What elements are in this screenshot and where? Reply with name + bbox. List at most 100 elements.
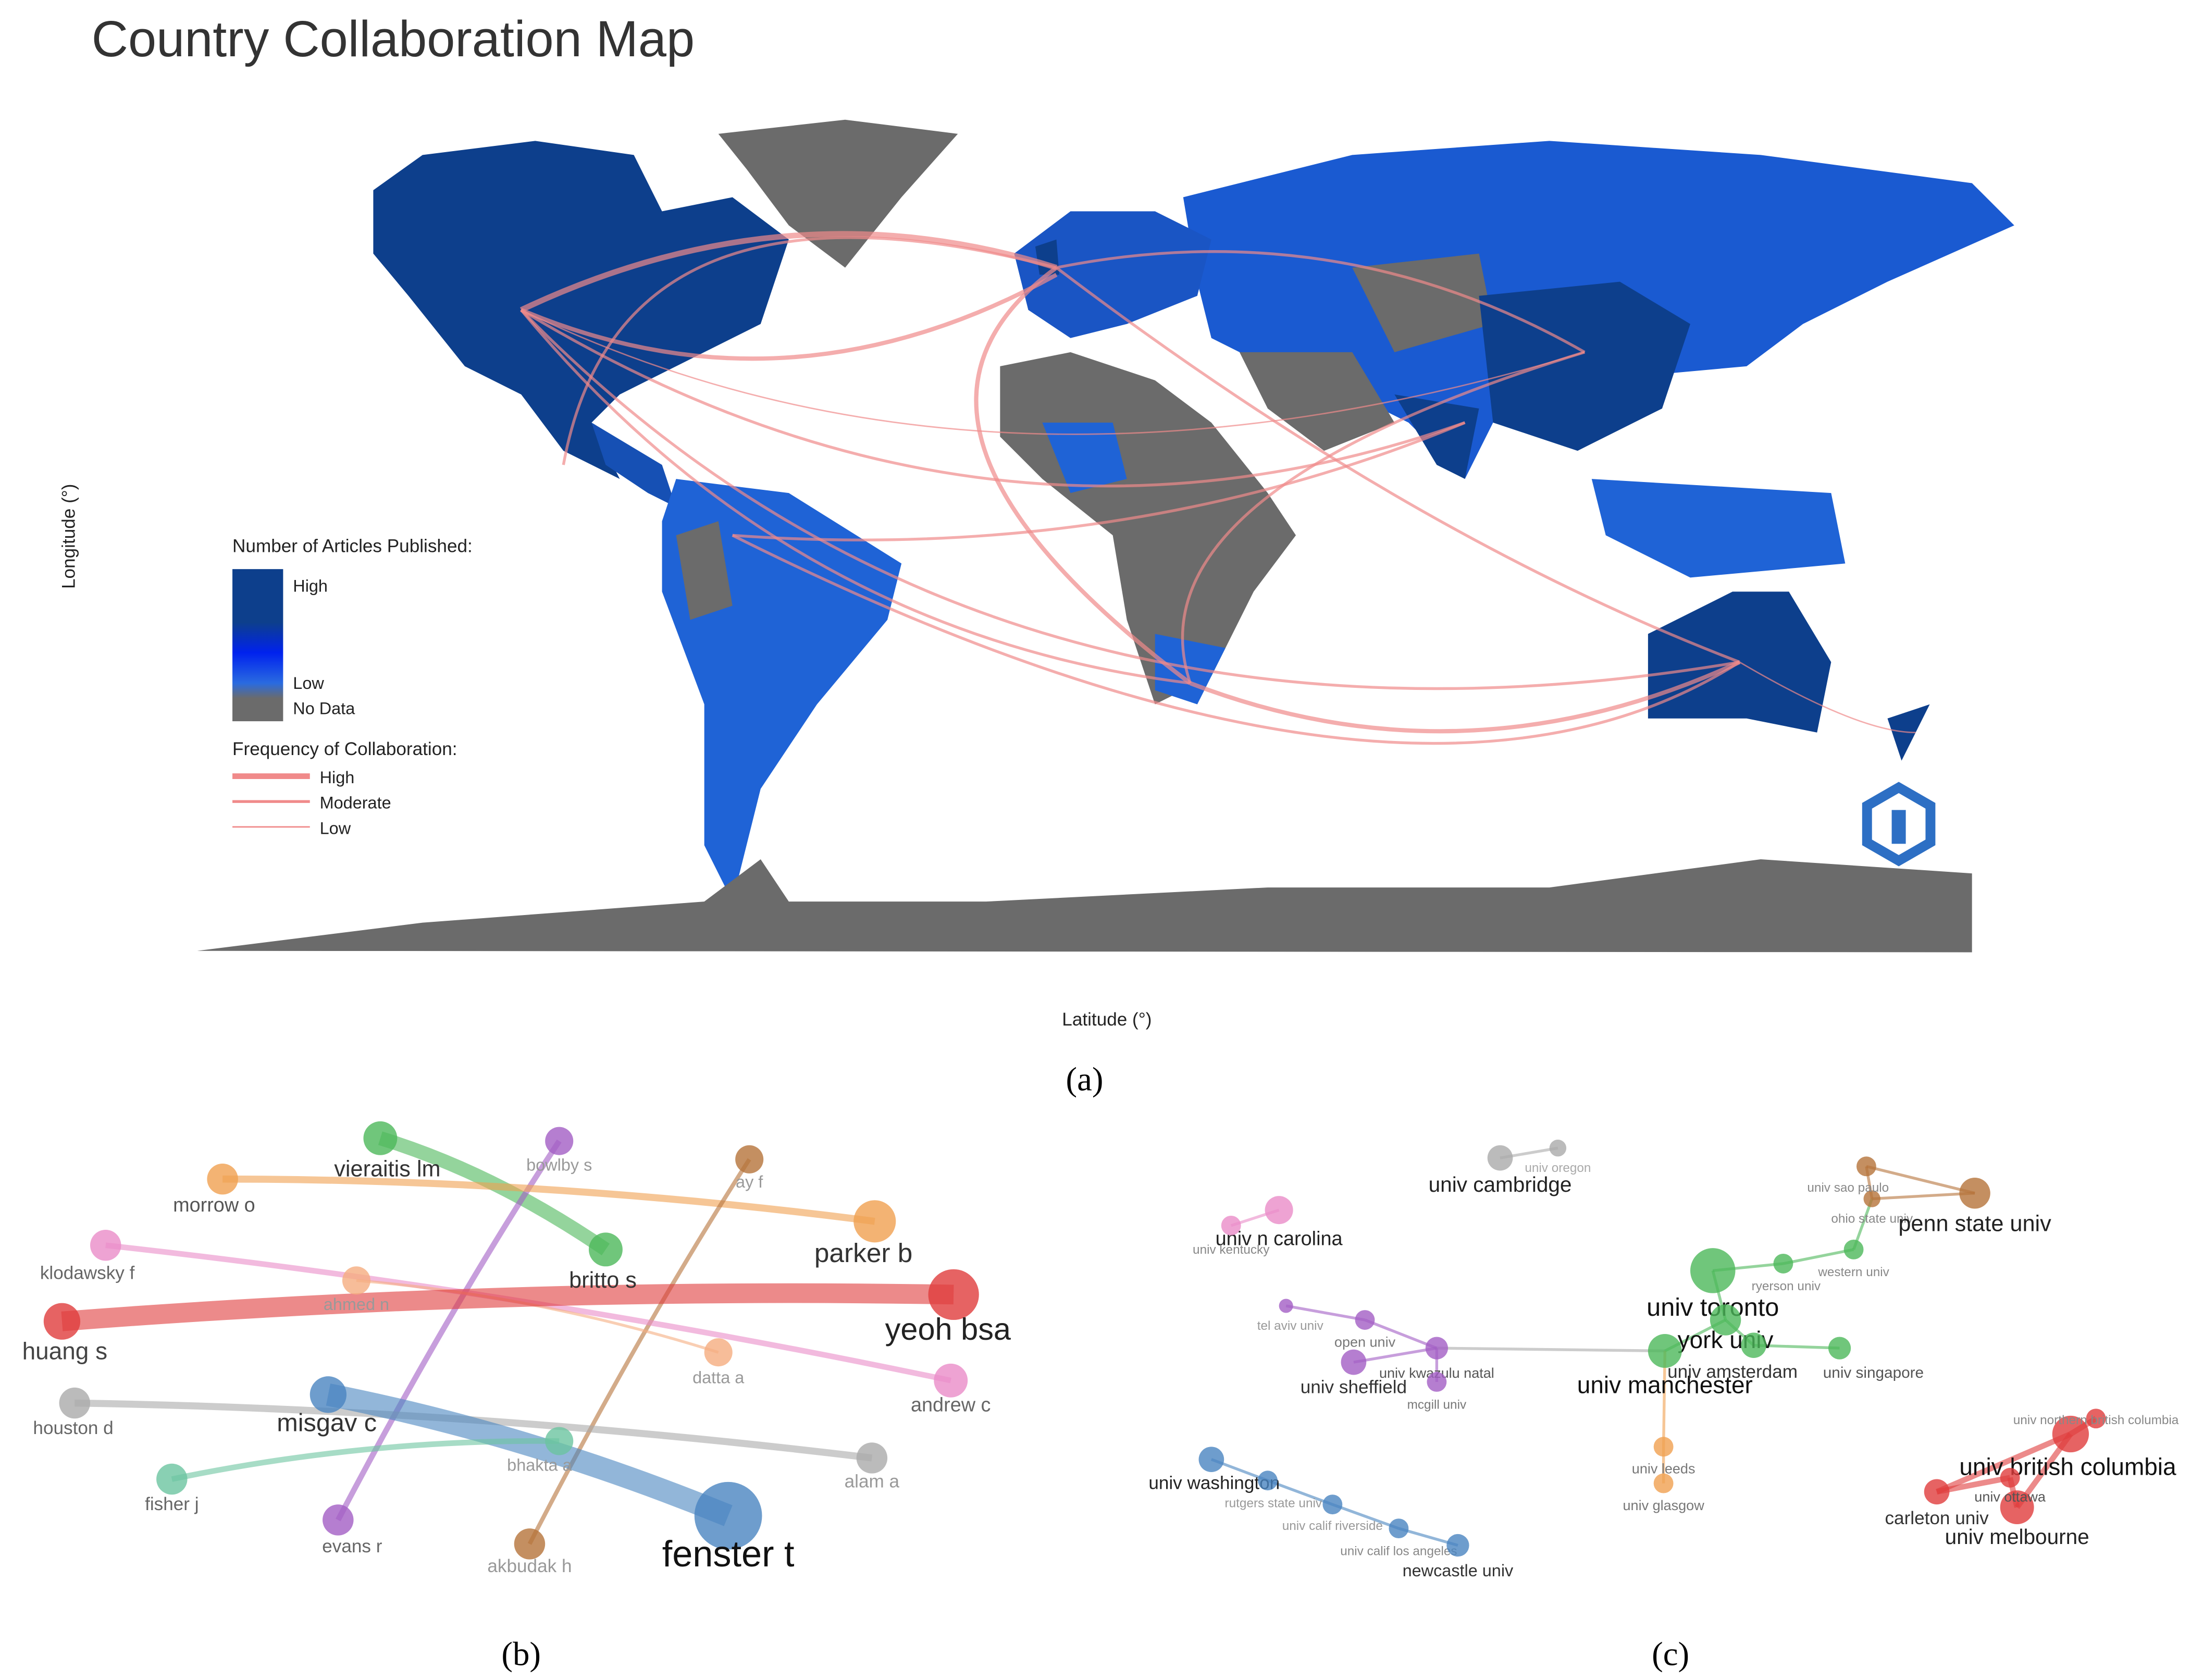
node-label: univ washington <box>1148 1473 1280 1493</box>
node-label: morrow o <box>173 1194 255 1216</box>
node <box>1221 1215 1241 1236</box>
edge <box>1866 1165 1975 1195</box>
edge <box>1753 1343 1840 1350</box>
node <box>1959 1177 1990 1209</box>
node <box>90 1230 121 1261</box>
legend-label: Low <box>293 674 324 693</box>
node <box>1828 1337 1851 1360</box>
node-label: carleton univ <box>1885 1508 1989 1528</box>
node <box>856 1442 888 1474</box>
node-label: univ calif riverside <box>1282 1519 1383 1533</box>
node <box>735 1145 764 1173</box>
node-label: univ cambridge <box>1429 1172 1572 1196</box>
node-label: penn state univ <box>1898 1212 2051 1237</box>
node-label: bowlby s <box>526 1155 592 1174</box>
node <box>1355 1310 1375 1330</box>
legend-label: No Data <box>293 699 355 718</box>
x-axis-label: Latitude (°) <box>1062 1009 1152 1030</box>
legend-title: Number of Articles Published: <box>232 536 473 557</box>
legend-title: Frequency of Collaboration: <box>232 739 457 759</box>
collaboration-links <box>519 231 1916 745</box>
node-label: datta a <box>692 1368 745 1387</box>
node-label: akbudak h <box>487 1556 572 1576</box>
node-label: ahmed n <box>324 1295 389 1314</box>
node <box>1487 1145 1513 1171</box>
node <box>2086 1409 2106 1429</box>
edge <box>1332 1503 1400 1530</box>
node <box>2000 1467 2020 1488</box>
node-label: houston d <box>33 1418 113 1438</box>
node <box>1549 1139 1567 1157</box>
node <box>1924 1479 1950 1505</box>
node-label: univ melbourne <box>1945 1525 2089 1549</box>
edge <box>1285 1304 1365 1321</box>
node-label: newcastle univ <box>1403 1561 1514 1580</box>
node-label: evans r <box>322 1536 382 1557</box>
node-label: univ kentucky <box>1193 1243 1270 1257</box>
node-label: ay f <box>736 1172 763 1191</box>
node-label: yeoh bsa <box>885 1312 1011 1347</box>
node <box>1773 1253 1793 1274</box>
node-label: univ amsterdam <box>1667 1362 1798 1382</box>
node-label: univ sheffield <box>1301 1377 1407 1398</box>
edge <box>222 1175 875 1225</box>
node <box>1427 1372 1447 1392</box>
node <box>1843 1239 1864 1259</box>
legend-label: High <box>293 576 328 595</box>
legend-label: High <box>320 768 355 787</box>
edge <box>1935 1431 2072 1494</box>
node <box>43 1303 81 1340</box>
edge <box>1353 1347 1437 1364</box>
node <box>704 1338 733 1367</box>
node-label: fenster t <box>662 1533 795 1574</box>
node <box>1653 1437 1674 1457</box>
node-label: tel aviv univ <box>1257 1319 1324 1333</box>
node-label: fisher j <box>145 1494 199 1514</box>
node <box>1856 1156 1876 1177</box>
node <box>545 1427 574 1455</box>
node <box>928 1269 979 1320</box>
node <box>1425 1337 1449 1360</box>
node <box>342 1266 370 1295</box>
y-axis-label: Longitude (°) <box>58 484 79 589</box>
node-label: univ manchester <box>1577 1372 1753 1399</box>
node <box>1710 1304 1741 1336</box>
node <box>1653 1473 1674 1493</box>
node-label: misgav c <box>277 1409 377 1437</box>
node-label: univ sao paulo <box>1807 1181 1889 1195</box>
node <box>1690 1248 1736 1293</box>
node <box>1341 1349 1367 1375</box>
node-label: rutgers state univ <box>1225 1497 1322 1511</box>
edge <box>1364 1318 1438 1350</box>
legend-label: Moderate <box>320 794 391 812</box>
map-legend: Number of Articles Published: High Low N… <box>232 536 473 837</box>
node <box>1741 1332 1766 1358</box>
node-label: ohio state univ <box>1831 1212 1913 1226</box>
node-label: univ northern british columbia <box>2013 1413 2179 1427</box>
node-label: britto s <box>569 1268 637 1293</box>
node <box>1389 1518 1409 1539</box>
node-label: huang s <box>22 1338 107 1365</box>
node <box>2052 1415 2089 1453</box>
node <box>207 1163 238 1195</box>
node-label: ryerson univ <box>1752 1279 1821 1293</box>
node-label: vieraitis lm <box>334 1156 440 1181</box>
node <box>853 1200 896 1243</box>
node <box>1863 1190 1880 1207</box>
node <box>514 1528 546 1560</box>
node <box>694 1481 762 1550</box>
map-title: Country Collaboration Map <box>92 10 695 67</box>
node-label: univ glasgow <box>1623 1498 1705 1513</box>
node <box>1279 1299 1293 1313</box>
node-label: parker b <box>814 1238 912 1268</box>
legend-label: Low <box>320 819 351 837</box>
edge <box>61 1283 954 1331</box>
node <box>1198 1447 1224 1472</box>
node <box>588 1232 623 1267</box>
edge <box>326 1383 733 1526</box>
node-label: andrew c <box>911 1394 991 1416</box>
node <box>1648 1334 1682 1368</box>
node-label: open univ <box>1334 1334 1396 1350</box>
node <box>323 1504 354 1536</box>
